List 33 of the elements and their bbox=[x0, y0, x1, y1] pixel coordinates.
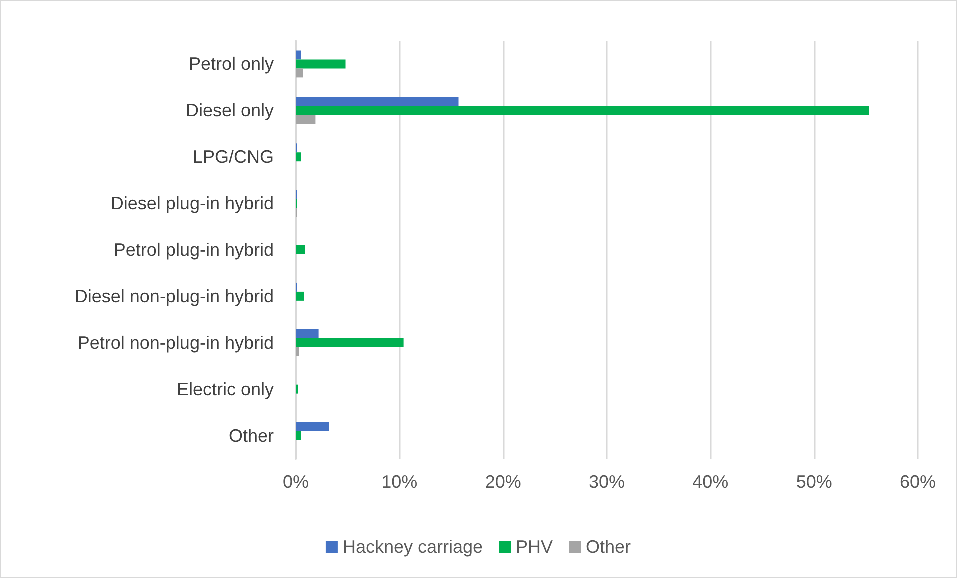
bar bbox=[296, 60, 346, 69]
y-tick-label: Electric only bbox=[176, 379, 274, 400]
bar bbox=[296, 68, 304, 78]
legend-label: Hackney carriage bbox=[342, 537, 484, 557]
x-tick-label: 20% bbox=[485, 472, 522, 492]
y-tick-label: Other bbox=[228, 426, 274, 446]
bar bbox=[296, 422, 330, 432]
bar bbox=[296, 97, 459, 106]
bar bbox=[296, 246, 306, 254]
y-tick-label: LPG/CNG bbox=[192, 147, 274, 168]
y-tick-label: Diesel non-plug-in hybrid bbox=[74, 286, 274, 306]
bar bbox=[296, 338, 404, 348]
bar bbox=[296, 115, 316, 124]
y-tick-label: Petrol plug-in hybrid bbox=[114, 240, 274, 260]
x-tick-label: 50% bbox=[796, 472, 832, 492]
bar bbox=[296, 347, 300, 356]
bar bbox=[296, 329, 319, 338]
x-tick-label: 10% bbox=[382, 472, 418, 492]
legend-label: PHV bbox=[516, 537, 554, 557]
bar bbox=[296, 292, 304, 301]
y-tick-label: Diesel plug-in hybrid bbox=[110, 194, 274, 214]
bar bbox=[296, 50, 302, 60]
bar bbox=[296, 106, 870, 116]
bar bbox=[296, 152, 302, 162]
x-tick-label: 40% bbox=[692, 472, 729, 492]
x-tick-label: 60% bbox=[900, 472, 936, 492]
x-tick-label: 0% bbox=[282, 472, 310, 492]
legend-label: Other bbox=[586, 537, 632, 557]
y-tick-label: Petrol non-plug-in hybrid bbox=[78, 332, 274, 353]
y-tick-label: Petrol only bbox=[188, 54, 274, 74]
y-tick-label: Diesel only bbox=[186, 100, 274, 121]
bar bbox=[296, 431, 302, 440]
x-tick-label: 30% bbox=[588, 472, 626, 492]
